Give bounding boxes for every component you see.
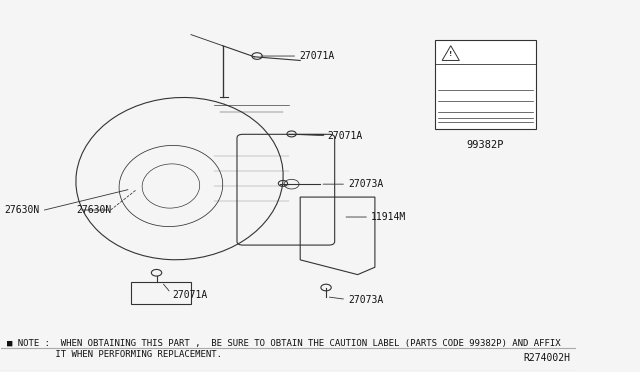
FancyBboxPatch shape (435, 40, 536, 129)
Text: 27071A: 27071A (328, 131, 363, 141)
Text: 27071A: 27071A (172, 289, 207, 299)
Text: 11914M: 11914M (371, 212, 406, 222)
Text: R274002H: R274002H (524, 353, 570, 363)
Text: 27630N: 27630N (4, 205, 40, 215)
Text: 99382P: 99382P (467, 140, 504, 150)
Text: !: ! (449, 51, 452, 57)
Text: 27630N: 27630N (76, 205, 111, 215)
Text: 27071A: 27071A (299, 51, 334, 61)
Text: 27073A: 27073A (348, 179, 383, 189)
Text: ■ NOTE :  WHEN OBTAINING THIS PART ,  BE SURE TO OBTAIN THE CAUTION LABEL (PARTS: ■ NOTE : WHEN OBTAINING THIS PART , BE S… (7, 339, 561, 359)
Text: 27073A: 27073A (348, 295, 383, 305)
